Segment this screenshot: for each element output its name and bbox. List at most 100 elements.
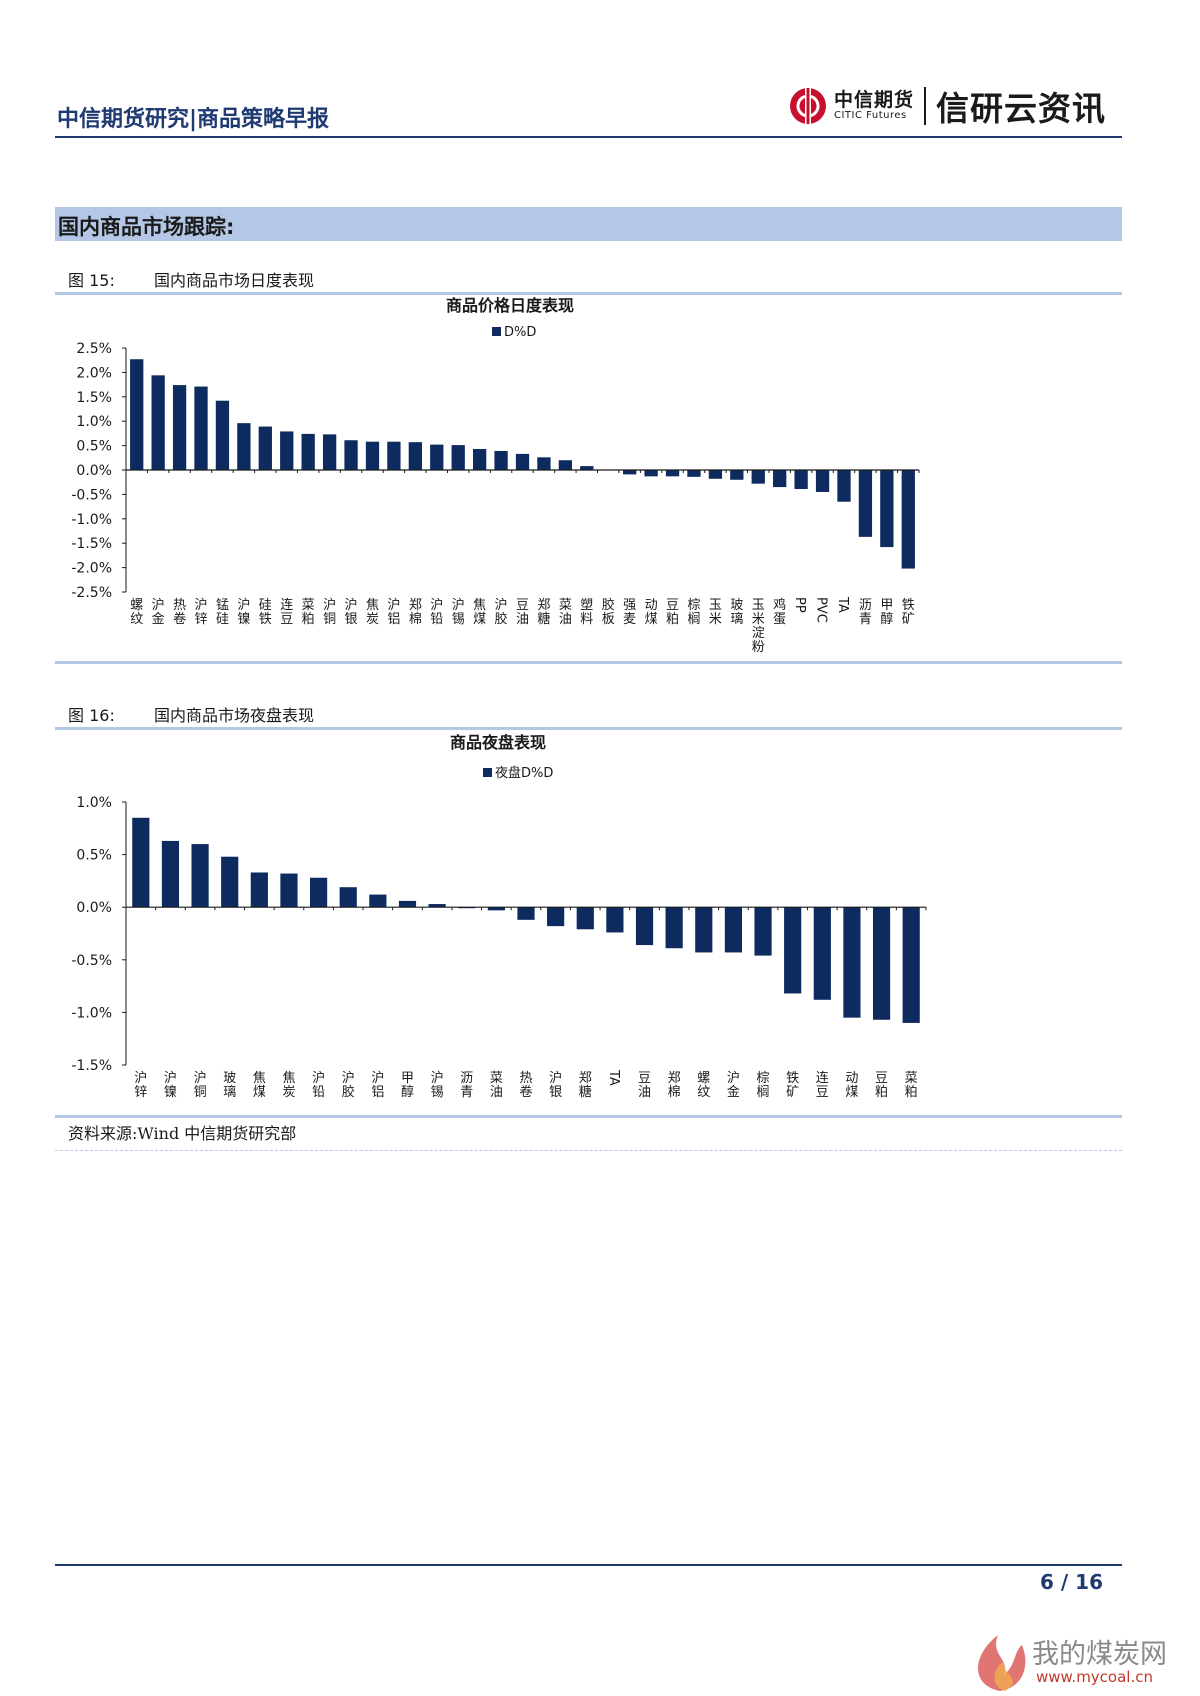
- x-tick-label: 菜油: [559, 598, 572, 627]
- bar: [517, 907, 535, 920]
- figure-16-top-rule: [55, 727, 1122, 730]
- x-tick-label: 郑棉: [668, 1071, 681, 1100]
- x-tick-label: 铁矿: [786, 1071, 799, 1100]
- bar: [708, 470, 723, 479]
- x-tick-label: 沪镍: [237, 597, 250, 627]
- footer-divider: [55, 1564, 1122, 1566]
- bar: [387, 441, 401, 470]
- x-tick-label: TA: [606, 1069, 621, 1086]
- y-tick-label: 2.5%: [76, 341, 112, 357]
- x-tick-label: 豆油: [638, 1071, 651, 1100]
- bar: [635, 907, 654, 946]
- bar: [365, 441, 380, 470]
- x-tick-label: 玻璃: [223, 1071, 236, 1100]
- chart-title: 商品夜盘表现: [450, 733, 546, 752]
- watermark-name: 我的煤炭网: [1032, 1639, 1167, 1670]
- x-tick-label: 焦煤: [253, 1071, 266, 1100]
- figure-16-bottom-rule: [55, 1115, 1122, 1118]
- x-tick-label: 沪锡: [431, 1070, 444, 1100]
- brand-name-en: CITIC Futures: [834, 110, 907, 121]
- bar: [215, 400, 230, 470]
- document-title: 中信期货研究|商品策略早报: [57, 107, 330, 132]
- bar: [665, 470, 680, 477]
- bar: [451, 445, 465, 470]
- x-tick-label: 动煤: [845, 1071, 858, 1100]
- x-tick-label: PVC: [814, 597, 829, 623]
- x-tick-label: 菜油: [490, 1071, 503, 1100]
- x-tick-label: 热卷: [173, 598, 186, 627]
- x-tick-label: 焦煤: [473, 598, 486, 627]
- x-tick-label: 郑糖: [537, 598, 550, 627]
- bar: [430, 444, 444, 470]
- x-tick-label: 锰硅: [216, 598, 229, 627]
- bar: [751, 470, 765, 484]
- x-tick-label: 沪铝: [371, 1070, 384, 1100]
- bar: [191, 844, 209, 908]
- bar: [902, 907, 920, 1023]
- bar: [472, 449, 487, 470]
- x-tick-label: 鸡蛋: [773, 597, 786, 627]
- bar: [547, 907, 565, 927]
- bar: [258, 426, 272, 470]
- y-tick-label: -0.5%: [71, 487, 112, 503]
- y-tick-label: 0.5%: [76, 848, 112, 864]
- x-tick-label: 沪锌: [134, 1070, 147, 1100]
- x-tick-label: 热卷: [519, 1071, 532, 1100]
- y-tick-label: 0.0%: [76, 900, 112, 916]
- bar: [730, 470, 744, 480]
- x-tick-label: 沪锌: [195, 597, 208, 627]
- x-tick-label: 豆粕: [666, 598, 679, 627]
- bar: [665, 907, 683, 949]
- bar: [221, 856, 239, 908]
- x-tick-label: 菜粕: [302, 598, 315, 627]
- bar: [880, 470, 894, 548]
- y-tick-label: -1.0%: [71, 512, 112, 528]
- x-tick-label: 豆粕: [875, 1071, 888, 1100]
- x-tick-label: 玻璃: [730, 598, 743, 627]
- figure-15-top-rule: [55, 292, 1122, 295]
- bar: [794, 470, 808, 490]
- x-tick-label: 玉米: [709, 598, 722, 627]
- bar: [576, 907, 594, 930]
- bar: [250, 872, 268, 908]
- x-tick-label: 菜粕: [905, 1071, 918, 1100]
- x-tick-label: 沪铜: [323, 597, 336, 627]
- bar: [580, 466, 594, 470]
- bar: [623, 470, 637, 475]
- legend-swatch: [492, 327, 501, 336]
- y-tick-label: 1.5%: [76, 390, 112, 406]
- x-tick-label: 焦炭: [366, 598, 379, 627]
- x-tick-label: PP: [792, 597, 807, 613]
- x-tick-label: 沪铅: [312, 1070, 325, 1100]
- x-tick-label: 沪银: [549, 1070, 562, 1100]
- bar: [301, 433, 315, 470]
- x-tick-label: 甲醇: [880, 598, 893, 627]
- x-tick-label: 沪胶: [342, 1070, 355, 1100]
- y-tick-label: 1.0%: [76, 795, 112, 811]
- bar: [872, 907, 891, 1020]
- bar: [843, 907, 861, 1018]
- bar: [537, 457, 551, 470]
- y-tick-label: -1.5%: [71, 1058, 112, 1074]
- header-divider: [55, 136, 1122, 138]
- bar: [151, 375, 165, 470]
- bar: [132, 817, 150, 908]
- citic-logo-icon: [788, 86, 828, 126]
- y-tick-label: -0.5%: [71, 953, 112, 969]
- x-tick-label: 螺纹: [130, 598, 143, 627]
- y-tick-label: -2.5%: [71, 585, 112, 601]
- x-tick-label: 沥青: [460, 1071, 473, 1100]
- bar: [130, 359, 144, 470]
- x-tick-label: 动煤: [645, 598, 658, 627]
- x-tick-label: 沥青: [859, 598, 872, 627]
- figure-15-label: 图 15:: [68, 271, 115, 290]
- bar: [237, 423, 251, 470]
- x-tick-label: 沪金: [727, 1070, 740, 1100]
- chart-title: 商品价格日度表现: [446, 296, 574, 315]
- x-tick-label: 铁矿: [902, 598, 915, 627]
- bar: [194, 386, 208, 470]
- bar: [901, 470, 915, 569]
- x-tick-label: 连豆: [280, 597, 293, 627]
- x-tick-label: 沪锡: [452, 597, 465, 627]
